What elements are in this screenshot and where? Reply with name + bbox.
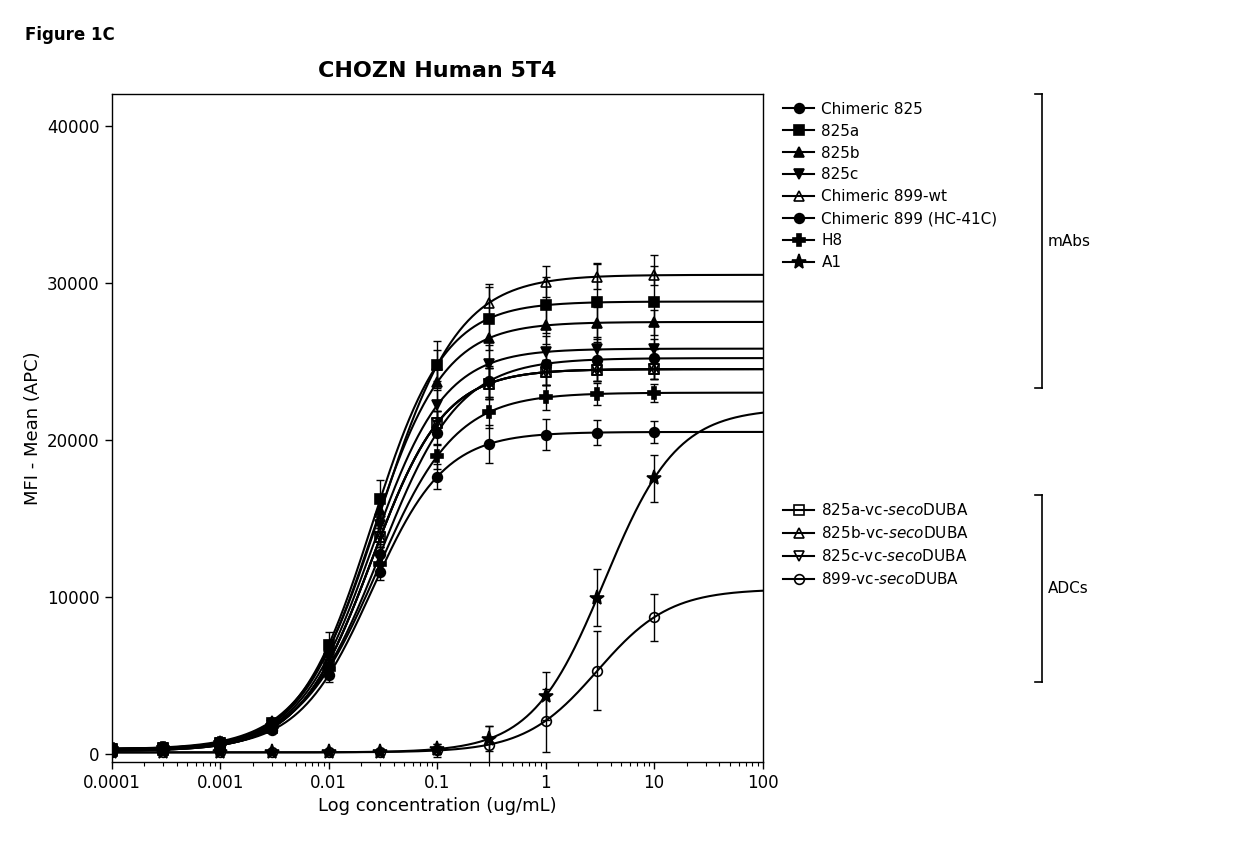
Title: CHOZN Human 5T4: CHOZN Human 5T4 <box>317 62 557 81</box>
Text: Figure 1C: Figure 1C <box>25 26 114 44</box>
Text: mAbs: mAbs <box>1048 234 1091 248</box>
X-axis label: Log concentration (ug/mL): Log concentration (ug/mL) <box>317 797 557 815</box>
Legend: 825a-vc-$\it{seco}$DUBA, 825b-vc-$\it{seco}$DUBA, 825c-vc-$\it{seco}$DUBA, 899-v: 825a-vc-$\it{seco}$DUBA, 825b-vc-$\it{se… <box>784 502 970 587</box>
Text: ADCs: ADCs <box>1048 580 1089 596</box>
Y-axis label: MFI - Mean (APC): MFI - Mean (APC) <box>24 351 42 505</box>
